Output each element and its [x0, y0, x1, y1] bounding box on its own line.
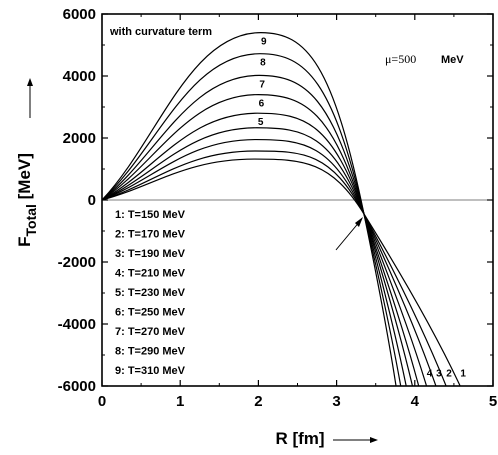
curve-label-top-6: 6 [259, 99, 265, 110]
x-tick-label: 4 [411, 393, 420, 410]
y-tick-label: 2000 [63, 130, 96, 147]
curve-label-top-5: 5 [258, 117, 264, 128]
legend-entry: 4: T=210 MeV [115, 268, 186, 280]
x-tick-label: 2 [254, 393, 262, 410]
y-tick-label: 0 [88, 192, 96, 209]
legend-entry: 6: T=250 MeV [115, 307, 186, 319]
y-tick-label: -2000 [58, 254, 96, 271]
legend-entry: 8: T=290 MeV [115, 346, 186, 358]
y-tick-label: 4000 [63, 68, 96, 85]
series-line-8 [102, 53, 402, 386]
curve-label-bottom-3: 3 [436, 369, 442, 380]
x-tick-label: 1 [176, 393, 184, 410]
y-tick-label: -6000 [58, 378, 96, 395]
curve-label-top-8: 8 [260, 58, 266, 69]
x-tick-label: 5 [489, 393, 497, 410]
y-axis-title-unit: [MeV] [15, 153, 34, 204]
y-axis-arrow-head [27, 78, 33, 86]
x-tick-label: 3 [332, 393, 340, 410]
legend-entry: 7: T=270 MeV [115, 326, 186, 338]
series-line-4 [102, 127, 428, 386]
annotation-mu: μ=500 [385, 52, 416, 66]
series-line-2 [102, 150, 447, 386]
series-line-6 [102, 93, 414, 386]
y-axis-title-main: F [15, 237, 34, 247]
annotation-curvature: with curvature term [109, 26, 212, 38]
chart-curves [102, 31, 461, 386]
series-line-3 [102, 138, 437, 386]
y-axis-title: FTotal [MeV] [15, 153, 39, 247]
crossing-arrow-head [354, 216, 363, 227]
y-axis-title-sub: Total [23, 204, 39, 236]
legend-entry: 5: T=230 MeV [115, 287, 186, 299]
annotation-mu-unit: MeV [441, 54, 464, 66]
curve-label-top-9: 9 [261, 37, 267, 48]
curve-label-bottom-4: 4 [427, 369, 433, 380]
x-axis-arrow-head [370, 437, 378, 443]
series-line-9 [102, 31, 397, 386]
y-tick-label: 6000 [63, 6, 96, 23]
y-tick-label: -4000 [58, 316, 96, 333]
series-line-5 [102, 112, 420, 386]
series-line-7 [102, 74, 407, 386]
curve-label-bottom-1: 1 [460, 369, 466, 380]
legend-entry: 2: T=170 MeV [115, 229, 186, 241]
legend-entry: 1: T=150 MeV [115, 209, 186, 221]
legend-entry: 3: T=190 MeV [115, 248, 186, 260]
curve-label-bottom-2: 2 [446, 369, 452, 380]
curve-label-top-7: 7 [259, 79, 265, 90]
x-axis-title: R [fm] [275, 429, 324, 448]
series-line-1 [102, 158, 461, 386]
x-tick-label: 0 [98, 393, 106, 410]
legend-entry: 9: T=310 MeV [115, 365, 186, 377]
crossing-arrow-shaft [335, 219, 362, 251]
